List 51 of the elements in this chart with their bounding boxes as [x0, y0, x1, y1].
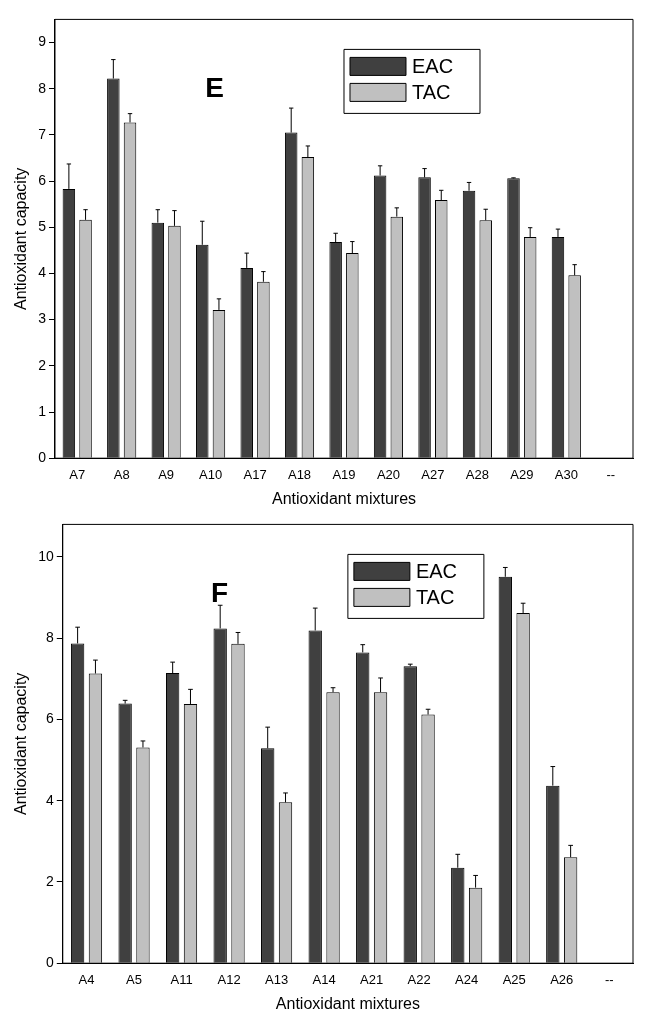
y-tick-label: 3	[38, 310, 47, 327]
y-tick-label: 6	[38, 171, 47, 188]
x-axis-title: Antioxidant mixtures	[271, 489, 417, 507]
x-tick-label: --	[604, 971, 614, 987]
x-tick-label: A21	[360, 971, 384, 987]
x-tick-label: A9	[158, 466, 175, 482]
x-tick-label: A30	[554, 466, 578, 482]
x-tick-label: A14	[312, 971, 336, 987]
x-tick-label: --	[606, 466, 616, 482]
y-tick-label: 5	[38, 218, 47, 235]
x-tick-label: A19	[332, 466, 356, 482]
x-tick-label: A22	[407, 971, 431, 987]
y-tick-label: 0	[38, 449, 47, 466]
x-tick-label: A20	[376, 466, 401, 482]
legend-label: TAC	[415, 585, 455, 608]
y-tick-label: 6	[45, 710, 54, 727]
y-tick-label: 2	[45, 872, 54, 889]
legend-label: EAC	[411, 54, 454, 77]
x-tick-label: A25	[502, 971, 526, 987]
y-tick-label: 8	[45, 629, 54, 646]
x-tick-label: A29	[510, 466, 534, 482]
x-tick-label: A8	[113, 466, 130, 482]
x-tick-label: A13	[265, 971, 289, 987]
y-tick-label: 1	[38, 402, 47, 419]
legend-label: TAC	[411, 80, 451, 103]
annotation: F	[211, 577, 229, 609]
x-axis-title: Antioxidant mixtures	[275, 994, 420, 1012]
x-tick-label: A11	[170, 971, 193, 987]
y-tick-label: 9	[38, 33, 47, 50]
x-tick-label: A28	[465, 466, 489, 482]
x-tick-label: A7	[69, 466, 86, 482]
y-axis-title: Antioxidant capacity	[12, 167, 30, 310]
y-tick-label: 2	[38, 356, 47, 373]
annotation: E	[205, 72, 224, 104]
x-tick-label: A27	[421, 466, 445, 482]
x-tick-label: A26	[550, 971, 574, 987]
y-tick-label: 7	[38, 125, 47, 142]
legend-label: EAC	[415, 559, 458, 582]
x-tick-label: A10	[199, 466, 223, 482]
y-tick-label: 4	[38, 264, 47, 281]
y-tick-label: 0	[45, 954, 54, 971]
y-tick-label: 4	[45, 791, 54, 808]
y-tick-label: 8	[38, 79, 47, 96]
y-axis-title: Antioxidant capacity	[12, 672, 30, 815]
x-tick-label: A17	[243, 466, 267, 482]
x-tick-label: A12	[217, 971, 241, 987]
x-tick-label: A5	[126, 971, 142, 987]
x-tick-label: A24	[455, 971, 479, 987]
x-tick-label: A18	[287, 466, 312, 482]
y-tick-label: 10	[38, 547, 54, 564]
x-tick-label: A4	[78, 971, 95, 987]
